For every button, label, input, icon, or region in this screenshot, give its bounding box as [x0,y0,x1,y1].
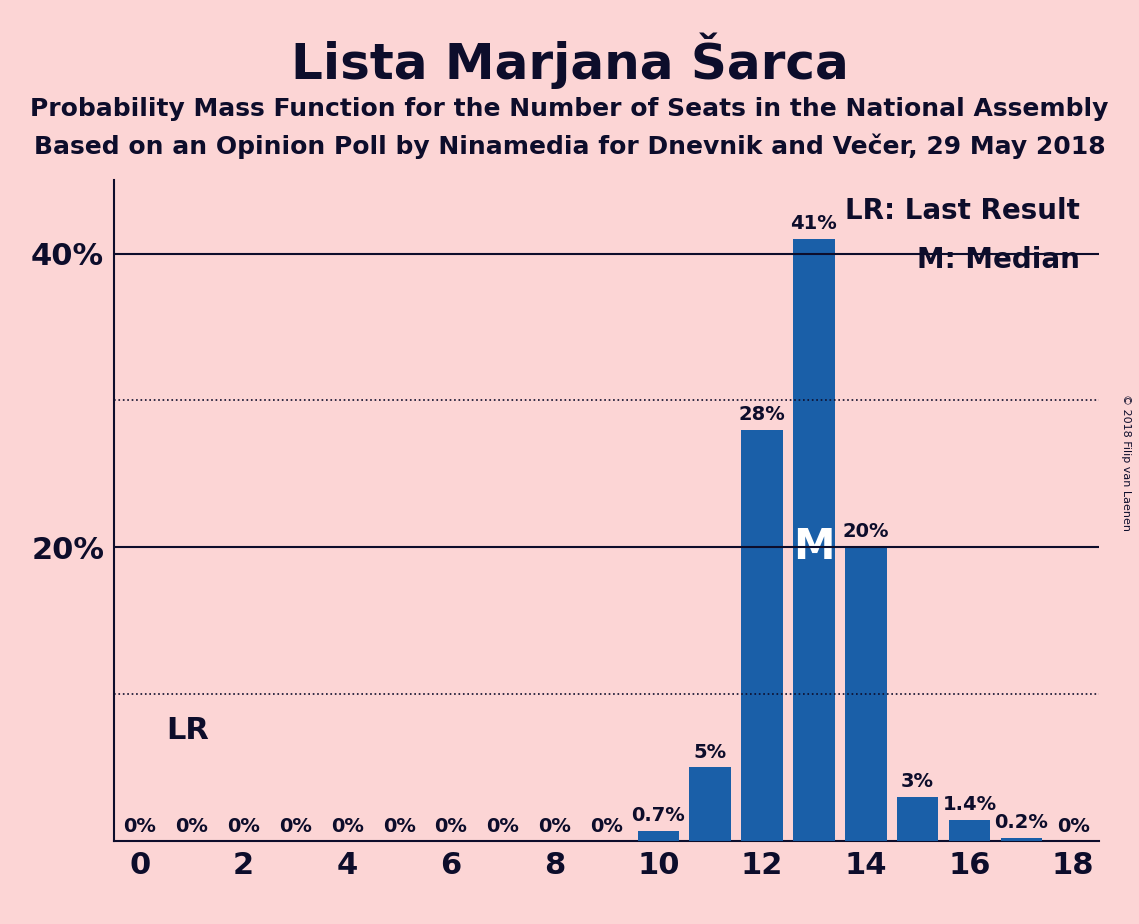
Text: 1.4%: 1.4% [942,796,997,814]
Text: 3%: 3% [901,772,934,791]
Bar [1000,838,1042,841]
Text: 0%: 0% [279,818,312,836]
Text: © 2018 Filip van Laenen: © 2018 Filip van Laenen [1121,394,1131,530]
Text: 41%: 41% [790,214,837,233]
Text: 20%: 20% [843,522,890,541]
Bar [689,768,731,841]
Bar [741,430,782,841]
Text: 0%: 0% [539,818,571,836]
Bar [638,831,679,841]
Text: LR: Last Result: LR: Last Result [844,197,1080,225]
Text: 0%: 0% [590,818,623,836]
Text: M: Median: M: Median [917,246,1080,274]
Text: M: M [793,526,835,568]
Text: 0%: 0% [175,818,208,836]
Text: 0%: 0% [434,818,467,836]
Text: Based on an Opinion Poll by Ninamedia for Dnevnik and Večer, 29 May 2018: Based on an Opinion Poll by Ninamedia fo… [34,134,1105,160]
Bar [845,547,886,841]
Bar [896,796,939,841]
Text: Lista Marjana Šarca: Lista Marjana Šarca [290,32,849,89]
Text: 0.7%: 0.7% [631,806,686,825]
Text: 5%: 5% [694,743,727,761]
Text: Probability Mass Function for the Number of Seats in the National Assembly: Probability Mass Function for the Number… [31,97,1108,121]
Text: 0%: 0% [123,818,156,836]
Bar [793,239,835,841]
Text: 28%: 28% [739,405,786,424]
Bar [949,821,990,841]
Text: 0%: 0% [1057,818,1090,836]
Text: 0%: 0% [486,818,519,836]
Text: 0%: 0% [227,818,260,836]
Text: 0%: 0% [383,818,416,836]
Text: LR: LR [166,716,208,746]
Text: 0.2%: 0.2% [994,813,1048,832]
Text: 0%: 0% [330,818,363,836]
